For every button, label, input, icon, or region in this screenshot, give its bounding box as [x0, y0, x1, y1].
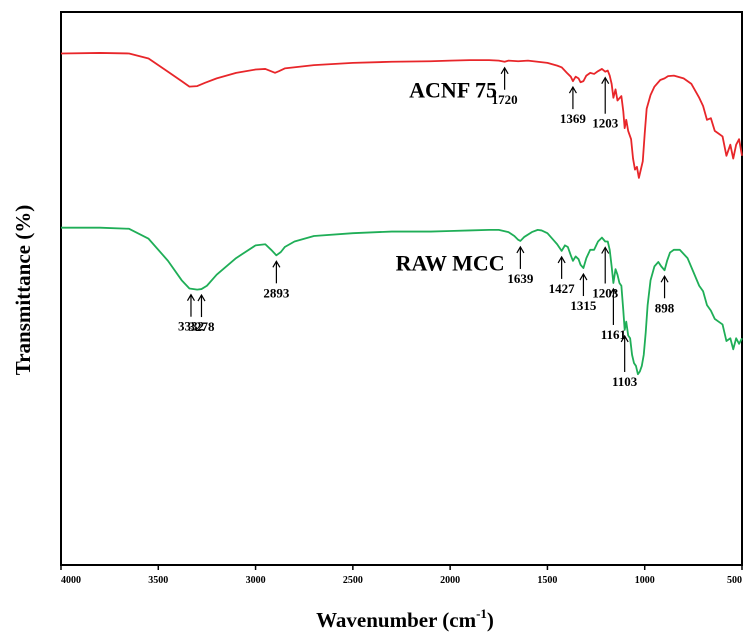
x-tick-label: 4000	[61, 575, 81, 586]
peak-arrow-head	[186, 293, 195, 302]
peak-label: 3278	[188, 319, 215, 334]
peak-label: 1720	[492, 92, 518, 107]
series-line-raw-mcc	[61, 226, 743, 376]
x-axis-title: Wavenumber (cm-1)	[316, 606, 494, 632]
y-axis-title: Transmittance (%)	[11, 205, 35, 376]
peak-arrow-head	[601, 246, 610, 254]
peak-arrow-head	[500, 66, 509, 75]
peak-label: 2893	[263, 285, 290, 300]
x-tick-label: 1000	[635, 575, 655, 586]
peak-label: 1203	[592, 116, 619, 131]
peak-arrow-head	[601, 76, 610, 85]
peak-label: 1427	[549, 281, 576, 296]
peak-label: 1161	[601, 327, 626, 342]
peak-arrow-head	[516, 245, 525, 254]
peak-arrow-head	[197, 293, 206, 302]
x-tick-label: 1500	[537, 575, 557, 586]
peak-arrow-head	[620, 334, 629, 343]
peak-arrow-head	[609, 287, 618, 296]
peak-arrow-head	[568, 85, 577, 94]
series-line-acnf-75	[60, 52, 743, 179]
x-tick-label: 2000	[440, 575, 460, 586]
peak-arrow-head	[272, 260, 281, 268]
peak-arrow-head	[579, 272, 588, 281]
x-tick-label: 3000	[246, 575, 266, 586]
peak-label: 1369	[560, 111, 587, 126]
peak-label: 3332	[178, 319, 204, 334]
peak-label: 1639	[507, 271, 534, 286]
peak-label: 1203	[592, 285, 619, 300]
x-tick-label: 3500	[148, 575, 168, 586]
peak-label: 898	[655, 300, 675, 315]
plot-frame	[60, 11, 743, 566]
series-label: RAW MCC	[396, 250, 505, 275]
peak-label: 1103	[612, 374, 638, 389]
x-tick-label: 500	[727, 575, 742, 586]
peak-arrow-head	[660, 275, 669, 283]
peak-label: 1315	[570, 298, 597, 313]
series-label: ACNF 75	[409, 78, 497, 103]
peak-arrow-head	[557, 255, 566, 264]
x-tick-label: 2500	[343, 575, 363, 586]
